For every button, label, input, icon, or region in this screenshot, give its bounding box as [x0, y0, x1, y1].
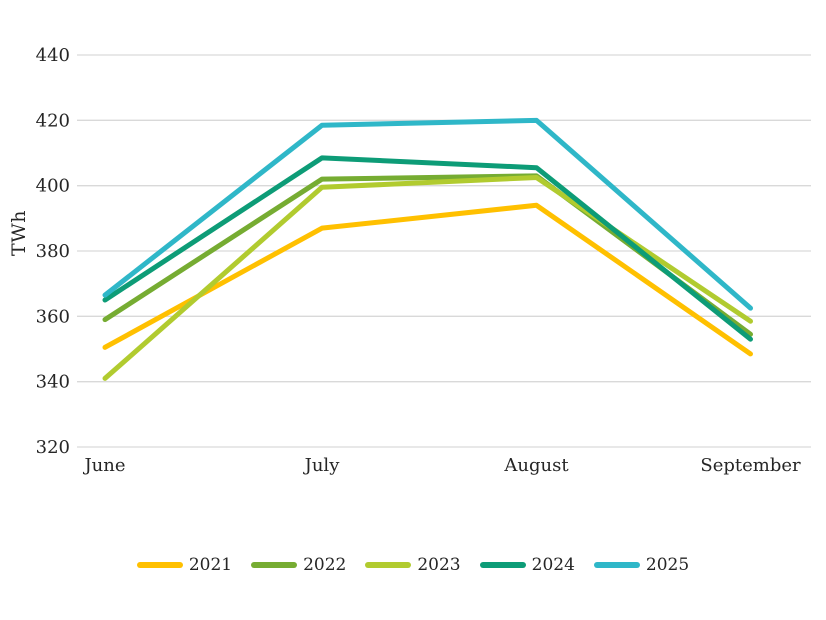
y-tick-340: 340 [36, 372, 70, 393]
y-axis-title: TWh [8, 210, 30, 256]
legend-item-2022: 2022 [251, 555, 346, 575]
legend-label-2022: 2022 [303, 555, 347, 575]
legend-label-2024: 2024 [531, 555, 575, 575]
legend-swatch-2022 [251, 562, 298, 568]
legend-label-2025: 2025 [645, 555, 690, 575]
series-line-2023 [102, 175, 753, 381]
series-line-2025 [102, 117, 753, 311]
legend-swatch-2025 [593, 562, 640, 568]
series-line-2021 [102, 202, 753, 357]
y-tick-380: 380 [36, 241, 70, 262]
legend-label-2021: 2021 [188, 555, 233, 575]
y-tick-320: 320 [36, 437, 70, 458]
y-tick-400: 400 [36, 176, 70, 197]
y-tick-420: 420 [36, 110, 70, 131]
series-line-2024 [102, 155, 753, 342]
legend-item-2024: 2024 [479, 555, 575, 575]
legend-swatch-2021 [136, 562, 183, 568]
y-tick-360: 360 [36, 306, 70, 327]
x-tick-september: September [700, 455, 801, 476]
x-tick-august: August [503, 455, 569, 476]
x-tick-july: July [303, 455, 341, 476]
legend-swatch-2024 [479, 562, 526, 568]
legend-label-2023: 2023 [417, 555, 461, 575]
line-chart-canvas: 320 340 360 380 400 420 440 June July August Septe… [36, 45, 811, 476]
legend-item-2021: 2021 [136, 555, 233, 575]
x-tick-june: June [82, 455, 125, 476]
y-tick-440: 440 [36, 45, 70, 66]
legend-item-2023: 2023 [365, 555, 461, 575]
legend-swatch-2023 [365, 562, 412, 568]
legend-item-2025: 2025 [593, 555, 690, 575]
chart-legend: 2021 2022 2023 2024 2025 [0, 552, 826, 578]
